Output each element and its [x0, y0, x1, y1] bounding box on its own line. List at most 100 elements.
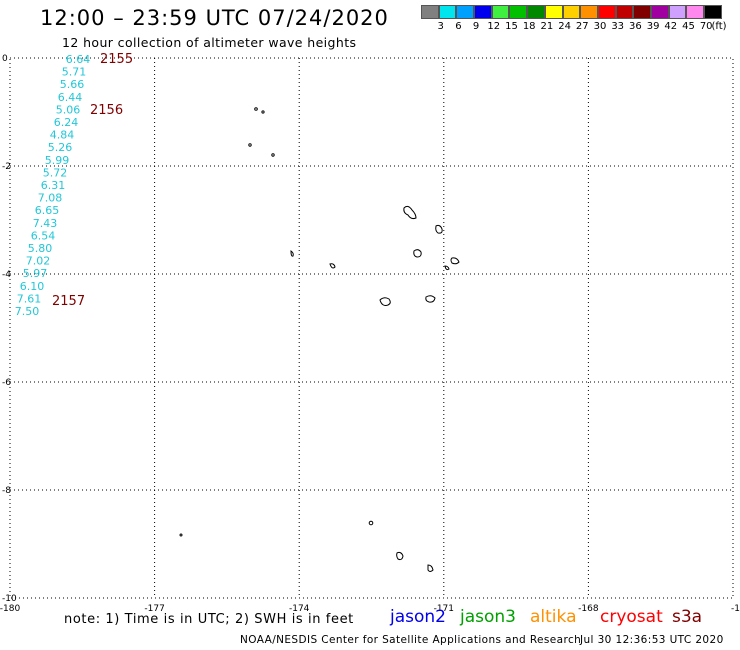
wave-height-observation: 5.71 — [62, 66, 87, 79]
map-title: 12:00 – 23:59 UTC 07/24/2020 — [40, 6, 389, 30]
legend-swatch — [650, 5, 669, 19]
legend-swatch — [597, 5, 616, 19]
island-outline — [425, 295, 436, 303]
island-outline — [179, 533, 183, 537]
wave-height-observation: 7.08 — [38, 192, 63, 205]
legend-label: 18 — [522, 21, 536, 32]
pass-time-label: 2156 — [90, 103, 123, 118]
legend-label: 6 — [455, 21, 462, 32]
wave-height-observation: 5.80 — [28, 242, 53, 255]
legend-label: 70 — [699, 21, 713, 32]
legend-unit: (ft) — [711, 21, 727, 32]
longitude-tick-label: -168 — [578, 604, 599, 614]
wave-height-observation: 4.84 — [50, 129, 75, 142]
legend-swatch — [527, 5, 545, 19]
legend-swatch — [615, 5, 634, 19]
wave-height-observation: 6.44 — [58, 91, 83, 104]
wave-height-observation: 6.54 — [31, 229, 56, 242]
pass-time-label: 2157 — [52, 294, 85, 309]
legend-label: 45 — [682, 21, 695, 32]
latitude-tick-label: 0 — [2, 54, 8, 64]
satellite-name-s3a: s3a — [672, 607, 703, 627]
latitude-tick-label: -8 — [2, 486, 11, 496]
legend-label: 3 — [437, 21, 444, 32]
legend-label: 36 — [629, 21, 642, 32]
island-outline — [396, 551, 404, 561]
legend-labels: 3 6 9 12 15 18 21 24 27 30 33 36 39 42 45 70 (ft) — [421, 21, 740, 35]
wave-height-observation: 6.64 — [66, 53, 91, 66]
island-outline — [444, 265, 450, 271]
legend-swatch — [668, 5, 687, 19]
legend-swatch — [456, 5, 475, 19]
wave-height-color-legend — [421, 5, 722, 19]
wave-height-observation: 5.66 — [60, 78, 85, 91]
wave-height-observation: 6.31 — [41, 179, 66, 192]
legend-label: 30 — [593, 21, 607, 32]
latitude-tick-label: -4 — [2, 270, 11, 280]
wave-height-observation: 6.65 — [35, 204, 60, 217]
legend-label: 42 — [664, 21, 678, 32]
legend-swatch — [686, 5, 704, 19]
legend-label: 12 — [487, 21, 501, 32]
pass-time-label: 2155 — [100, 52, 133, 67]
legend-label: 21 — [540, 21, 554, 32]
legend-label: 15 — [505, 21, 518, 32]
island-outline — [290, 250, 294, 257]
legend-label: 33 — [611, 21, 625, 32]
latitude-tick-label: -2 — [2, 162, 11, 172]
satellite-name-jason2: jason2 — [390, 607, 446, 627]
satellite-name-cryosat: cryosat — [600, 607, 663, 627]
wave-height-observation: 7.43 — [33, 217, 58, 230]
island-outline — [329, 263, 336, 269]
wave-height-observation: 5.72 — [43, 166, 68, 179]
footnote: note: 1) Time is in UTC; 2) SWH is in fe… — [64, 612, 354, 627]
longitude-tick-label: -177 — [144, 604, 164, 614]
legend-swatch — [562, 5, 581, 19]
island-outline — [450, 257, 460, 265]
latitude-tick-label: -10 — [2, 594, 17, 604]
wave-height-observation: 5.06 — [56, 103, 81, 116]
island-outline — [413, 249, 422, 258]
wave-height-observation: 5.97 — [23, 267, 48, 280]
island-outline — [254, 107, 258, 111]
wave-height-observation: 5.99 — [45, 154, 70, 167]
island-outline — [379, 297, 391, 306]
legend-label: 39 — [646, 21, 660, 32]
legend-label: 24 — [558, 21, 571, 32]
island-outline — [368, 520, 374, 526]
island-outline — [427, 564, 434, 572]
map-frame — [9, 57, 734, 599]
island-outline — [271, 153, 275, 157]
island-outlines — [179, 107, 460, 572]
latitude-tick-label: -6 — [2, 378, 11, 388]
island-outline — [403, 205, 417, 220]
longitude-tick-label: -165 — [731, 604, 740, 614]
wave-height-observation: 7.50 — [15, 305, 40, 318]
map-subtitle: 12 hour collection of altimeter wave hei… — [62, 35, 357, 50]
longitude-tick-label: -180 — [0, 604, 20, 614]
legend-swatch — [421, 5, 439, 19]
legend-swatch — [580, 5, 598, 19]
legend-label: 27 — [575, 21, 589, 32]
legend-swatch — [474, 5, 492, 19]
legend-swatch — [704, 5, 722, 19]
generated-timestamp: Jul 30 12:36:53 UTC 2020 — [580, 634, 724, 646]
island-outline — [248, 143, 252, 147]
legend-swatch — [509, 5, 528, 19]
longitude-tick-label: -174 — [289, 604, 310, 614]
island-outline — [435, 224, 443, 234]
credit-line: NOAA/NESDIS Center for Satellite Applica… — [240, 634, 582, 646]
legend-swatch — [544, 5, 563, 19]
wave-height-observation: 6.24 — [54, 116, 79, 129]
wave-height-observation: 7.02 — [26, 255, 51, 268]
wave-height-observation: 7.61 — [17, 292, 42, 305]
legend-swatch — [633, 5, 651, 19]
legend-label: 9 — [472, 21, 480, 32]
longitude-tick-label: -171 — [434, 604, 454, 614]
legend-swatch — [491, 5, 510, 19]
satellite-name-jason3: jason3 — [460, 607, 516, 627]
legend-swatch — [438, 5, 457, 19]
wave-height-observation: 6.10 — [20, 280, 45, 293]
wave-height-observation: 5.26 — [48, 141, 73, 154]
